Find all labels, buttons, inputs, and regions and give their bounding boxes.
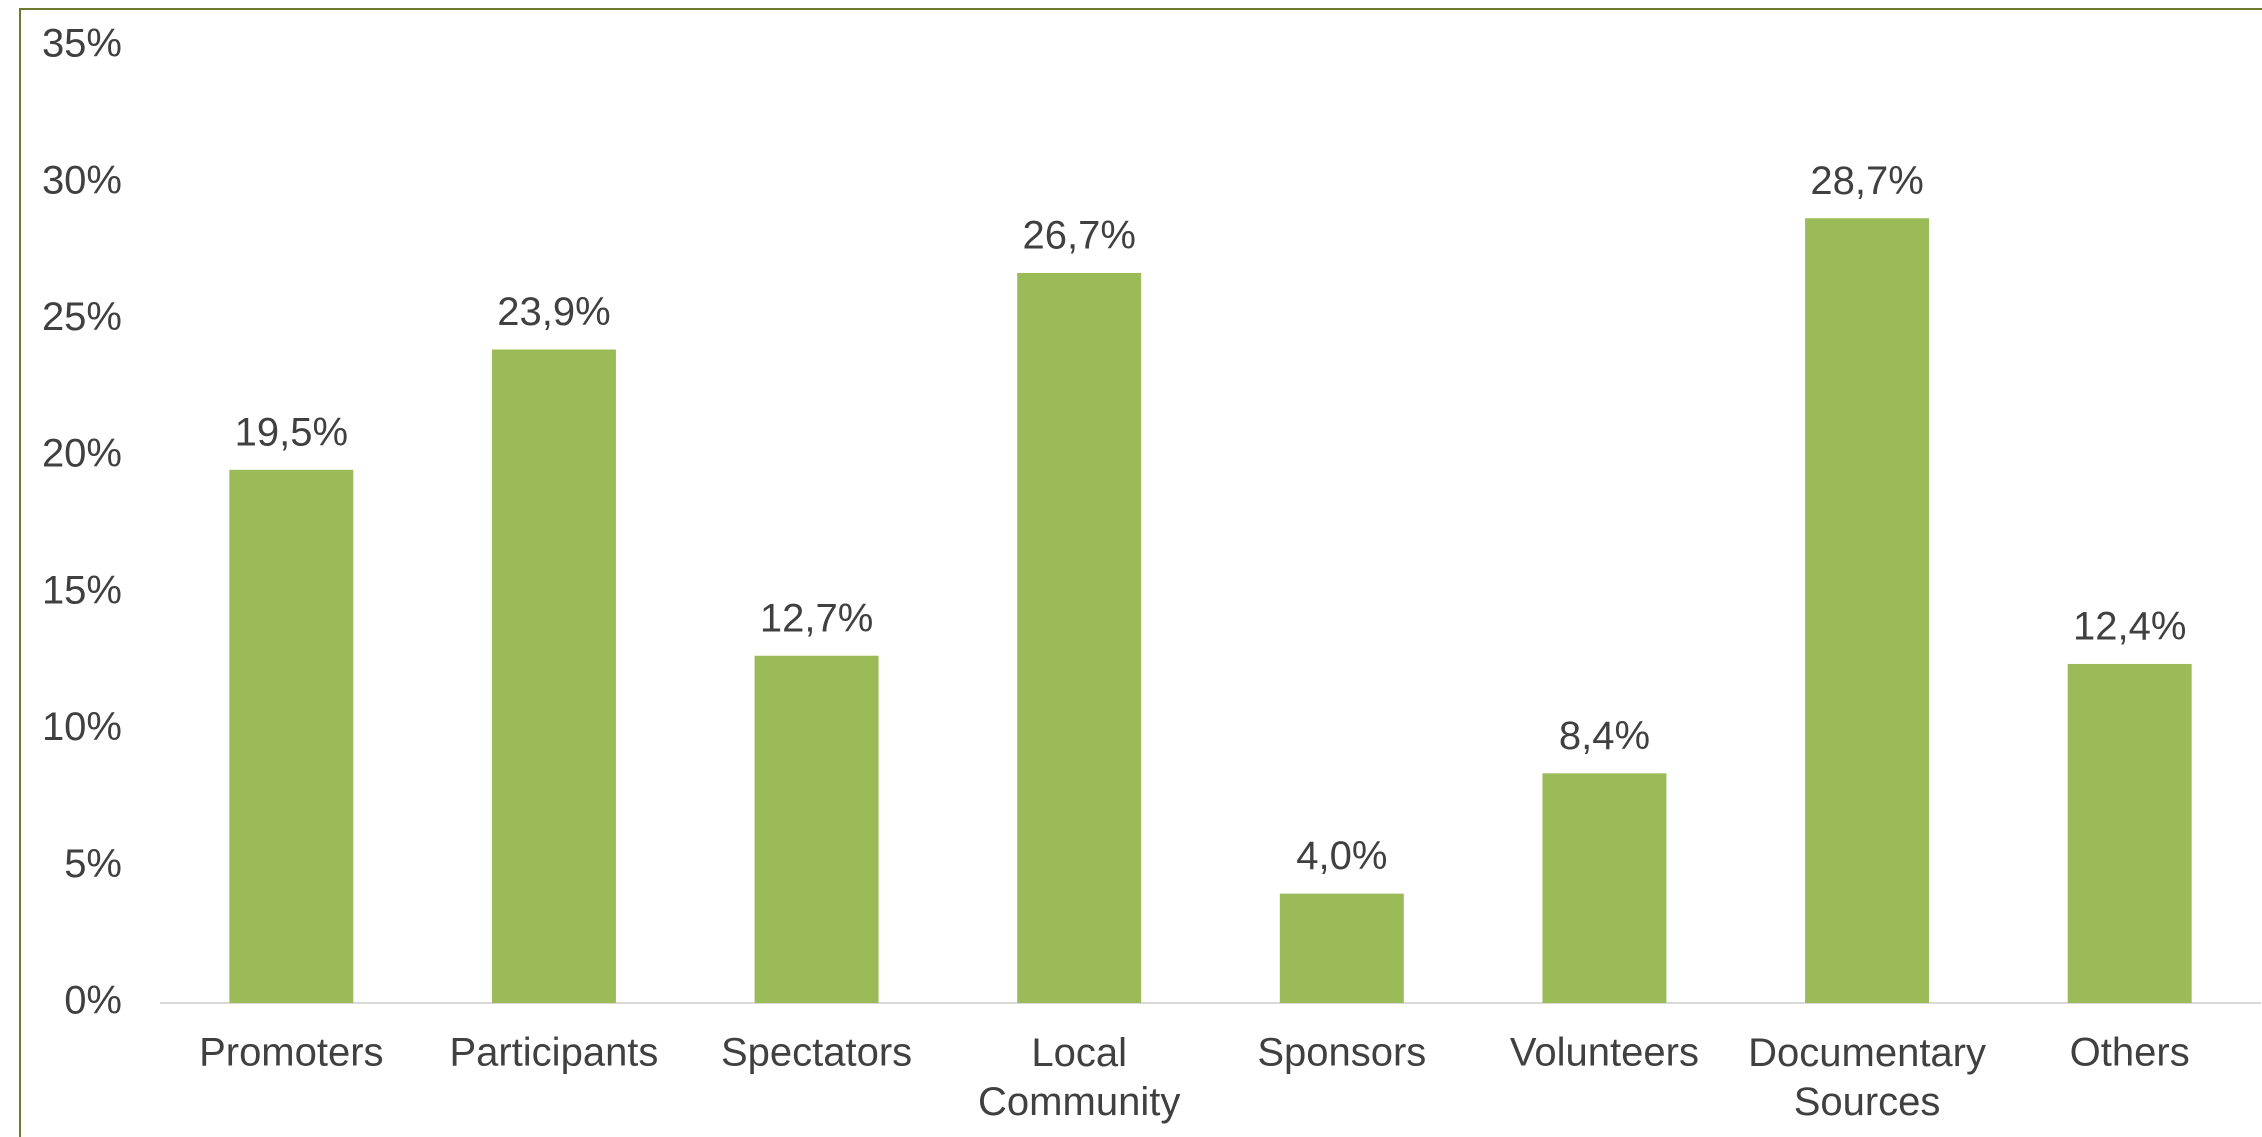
y-tick-label: 10% [42, 705, 122, 749]
x-tick-label: Others [2070, 1031, 2190, 1075]
x-tick-label: Participants [449, 1031, 658, 1075]
x-tick-label: Volunteers [1510, 1031, 1699, 1075]
y-tick-label: 5% [64, 842, 122, 886]
data-label: 26,7% [1022, 214, 1135, 258]
x-tick-label: Documentary Sources [1748, 1031, 1986, 1124]
bar [1017, 272, 1142, 1004]
y-tick-label: 0% [64, 979, 122, 1023]
bar [1805, 218, 1930, 1003]
bar [229, 469, 354, 1003]
data-label: 23,9% [497, 290, 610, 334]
bar [1542, 773, 1667, 1003]
x-tick-label: Promoters [199, 1031, 384, 1075]
y-tick-label: 35% [42, 22, 122, 66]
data-label: 28,7% [1810, 159, 1923, 203]
bar [491, 349, 616, 1003]
data-label: 8,4% [1559, 714, 1650, 758]
x-tick-label: Local Community [978, 1031, 1180, 1124]
data-label: 12,4% [2073, 605, 2186, 649]
chart-border [19, 8, 2262, 1137]
bar [1279, 893, 1404, 1003]
y-tick-label: 25% [42, 295, 122, 339]
data-label: 19,5% [235, 410, 348, 454]
x-tick-label: Spectators [721, 1031, 912, 1075]
x-tick-label: Sponsors [1257, 1031, 1426, 1075]
data-label: 4,0% [1296, 834, 1387, 878]
bar [754, 655, 879, 1003]
bar [2067, 663, 2192, 1003]
y-tick-label: 20% [42, 432, 122, 476]
y-tick-label: 15% [42, 568, 122, 612]
y-tick-label: 30% [42, 158, 122, 202]
data-label: 12,7% [760, 596, 873, 640]
